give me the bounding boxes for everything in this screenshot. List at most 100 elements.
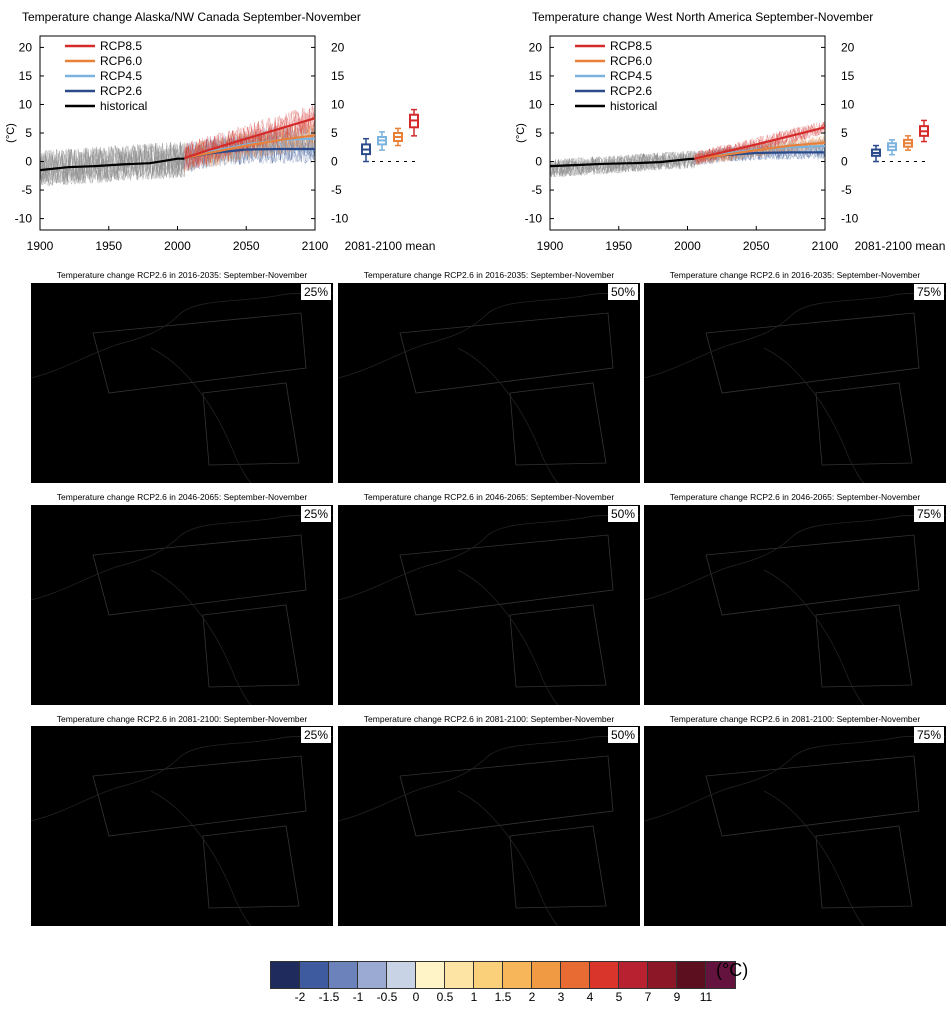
y-tick-label-left: 15 — [19, 69, 33, 83]
boxplot-rcp85 — [919, 119, 929, 143]
map-title: Temperature change RCP2.6 in 2081-2100: … — [669, 714, 921, 724]
scenario-member-line — [694, 145, 826, 165]
map-panel: 50% — [338, 726, 640, 926]
y-axis-label: (°C) — [5, 123, 17, 143]
colorbar-swatch — [300, 962, 329, 988]
colorbar-tick-label: -0.5 — [376, 990, 398, 1004]
scenario-member-line — [184, 125, 316, 172]
legend-label: RCP4.5 — [610, 69, 652, 83]
y-tick-label-right: 10 — [331, 97, 345, 111]
map-panel: 25% — [31, 283, 333, 483]
colorbar-swatch — [271, 962, 300, 988]
y-tick-label-left: -5 — [531, 183, 542, 197]
timeseries-chart-alaska: 20 20 15 15 10 10 5 5 0 0 -5 -5 -10 -10 (°C) 1900 1950 20… — [5, 35, 436, 253]
y-tick-label-right: 0 — [331, 155, 338, 169]
scenario-member-line — [694, 139, 826, 162]
percentile-label: 25% — [300, 506, 331, 522]
scenario-member-line — [184, 111, 316, 167]
map-title: Temperature change RCP2.6 in 2046-2065: … — [363, 492, 615, 502]
percentile-label: 50% — [607, 284, 638, 300]
y-tick-label-right: -10 — [331, 212, 349, 226]
map-panel: 25% — [31, 726, 333, 926]
boxplot-rcp45 — [377, 131, 387, 151]
x-tick-label: 2050 — [233, 239, 260, 253]
x-tick-label: 2100 — [302, 239, 329, 253]
x-tick-label: 1900 — [537, 239, 564, 253]
colorbar-tick-label: -2 — [294, 990, 306, 1004]
y-tick-label-left: 5 — [535, 126, 542, 140]
legend-label: RCP8.5 — [610, 39, 652, 53]
legend-label: RCP2.6 — [100, 84, 142, 98]
historical-member-line — [39, 143, 185, 185]
colorbar-swatch — [532, 962, 561, 988]
colorbar-tick-label: 0 — [412, 990, 420, 1004]
scenario-member-line — [184, 121, 316, 168]
y-tick-label-right: 5 — [841, 126, 848, 140]
historical-member-line — [39, 143, 185, 186]
map-panel: 75% — [644, 283, 946, 483]
scenario-member-line — [184, 121, 316, 168]
y-tick-label-left: 20 — [529, 40, 543, 54]
scenario-member-line — [694, 120, 826, 165]
colorbar-tick-label: -1 — [352, 990, 364, 1004]
y-tick-label-right: 20 — [841, 40, 855, 54]
colorbar-tick-label: 5 — [615, 990, 623, 1004]
x-tick-label: 2050 — [743, 239, 770, 253]
series-line-rcp60 — [184, 134, 316, 160]
boxplot-rcp60 — [903, 135, 913, 151]
colorbar-swatch — [445, 962, 474, 988]
y-tick-label-left: -5 — [21, 183, 32, 197]
series-line-rcp60 — [694, 141, 826, 160]
legend-label: historical — [100, 99, 147, 113]
map-panel: 50% — [338, 505, 640, 705]
y-tick-label-left: 20 — [19, 40, 33, 54]
map-panel: 75% — [644, 726, 946, 926]
colorbar-tick-label: 11 — [699, 990, 713, 1004]
colorbar-tick-label: 1 — [470, 990, 478, 1004]
colorbar-unit: (°C) — [716, 960, 749, 980]
scenario-member-line — [184, 134, 316, 171]
percentile-label: 25% — [300, 727, 331, 743]
boxplot-rcp85 — [409, 108, 419, 137]
scenario-member-line — [694, 145, 826, 165]
percentile-label: 75% — [913, 506, 944, 522]
y-tick-label-right: -5 — [841, 183, 852, 197]
x-tick-label: 2100 — [812, 239, 839, 253]
colorbar-swatch — [590, 962, 619, 988]
y-tick-label-right: 5 — [331, 126, 338, 140]
scenario-member-line — [694, 123, 826, 164]
y-tick-label-left: 15 — [529, 69, 543, 83]
colorbar-swatch — [329, 962, 358, 988]
x-tick-label: 1950 — [95, 239, 122, 253]
historical-member-line — [549, 151, 695, 178]
percentile-label: 25% — [300, 284, 331, 300]
colorbar-tick-label: 4 — [586, 990, 594, 1004]
map-panel: 25% — [31, 505, 333, 705]
colorbar-tick-label: 3 — [557, 990, 565, 1004]
colorbar-tick-label: -1.5 — [318, 990, 340, 1004]
x-tick-label: 2000 — [674, 239, 701, 253]
colorbar-tick-label: 1.5 — [494, 990, 512, 1004]
series-line-rcp85 — [694, 126, 826, 160]
scenario-member-line — [184, 123, 316, 167]
series-line-historical — [549, 157, 695, 168]
y-axis-label: (°C) — [515, 123, 527, 143]
colorbar-swatch — [706, 962, 735, 988]
map-title: Temperature change RCP2.6 in 2016-2035: … — [669, 270, 921, 280]
map-title: Temperature change RCP2.6 in 2081-2100: … — [363, 714, 615, 724]
x-tick-label: 2000 — [164, 239, 191, 253]
map-title: Temperature change RCP2.6 in 2016-2035: … — [363, 270, 615, 280]
ts-title-west-north-america: Temperature change West North America Se… — [532, 10, 874, 24]
colorbar-swatch — [619, 962, 648, 988]
map-title: Temperature change RCP2.6 in 2016-2035: … — [56, 270, 308, 280]
scenario-member-line — [184, 106, 316, 169]
y-tick-label-left: -10 — [15, 212, 33, 226]
scenario-member-line — [694, 122, 826, 164]
boxplot-label: 2081-2100 mean — [345, 239, 436, 253]
y-tick-label-right: 20 — [331, 40, 345, 54]
colorbar-tick-label: 2 — [528, 990, 536, 1004]
colorbar-tick-label: 0.5 — [436, 990, 454, 1004]
boxplot-rcp60 — [393, 127, 403, 147]
y-tick-label-right: 0 — [841, 155, 848, 169]
colorbar-swatch — [474, 962, 503, 988]
